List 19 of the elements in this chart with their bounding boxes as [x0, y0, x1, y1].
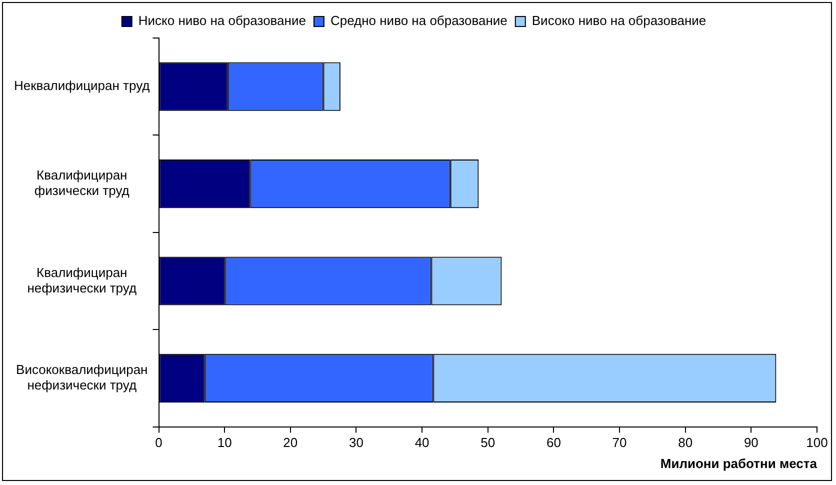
legend-label: Ниско ниво на образование: [138, 13, 306, 28]
x-tick-label: 80: [678, 435, 693, 450]
x-tick-label: 60: [546, 435, 561, 450]
y-tick-label: Неквалифициран труд: [14, 78, 150, 94]
x-axis-title: Милиони работни места: [660, 456, 818, 471]
x-tick-label: 90: [744, 435, 758, 450]
x-tick-label: 50: [480, 435, 496, 450]
x-tick-label: 20: [283, 435, 298, 450]
x-tick-label: 70: [612, 435, 627, 450]
x-tick-label: 0: [155, 435, 162, 450]
x-tick-label: 10: [217, 435, 232, 450]
y-tick-label: Висококвалифициран нефизически труд: [16, 362, 148, 393]
y-tick-label: Квалифициран нефизически труд: [27, 264, 137, 296]
y-tick-label: Квалифициран физически труд: [34, 168, 130, 198]
x-tick-label: 40: [414, 435, 430, 450]
x-tick-label: 30: [348, 435, 364, 450]
legend-label: Средно ниво на образование: [330, 13, 508, 28]
legend-label: Високо ниво на образование: [532, 13, 706, 28]
x-tick-label: 100: [806, 435, 828, 450]
